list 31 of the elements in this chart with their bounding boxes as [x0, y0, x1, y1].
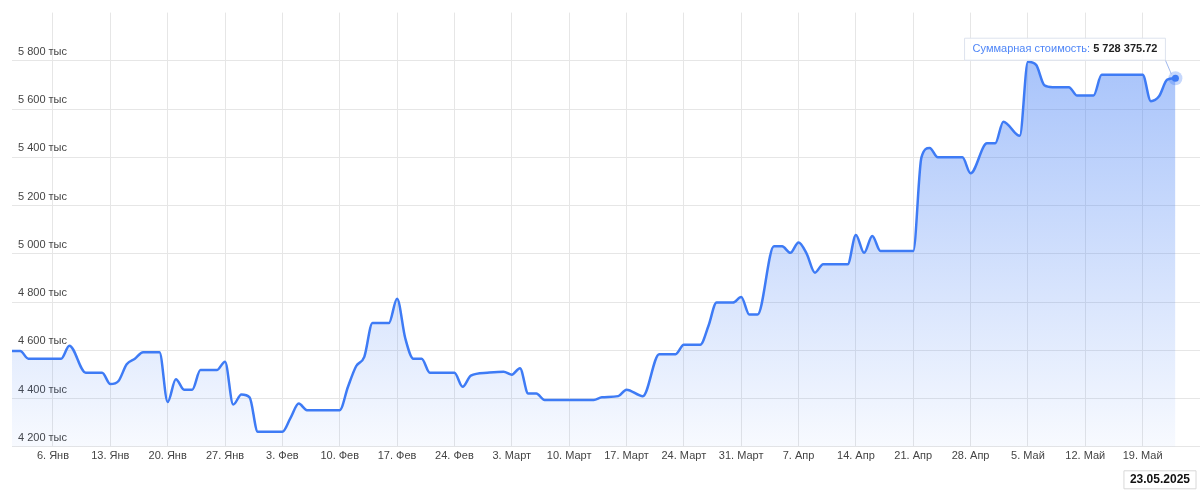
x-tick-label: 24. Фев	[435, 449, 474, 462]
x-tick-label: 31. Март	[718, 449, 764, 462]
x-tick-label: 5. Май	[1011, 449, 1045, 462]
x-tick-label: 21. Апр	[894, 449, 933, 462]
text: 23.05.2025	[1129, 472, 1191, 487]
x-tick-label: 24. Март	[661, 449, 707, 462]
x-tick-label: 10. Март	[546, 449, 592, 462]
y-tick-label: 5 800 тыс	[18, 44, 68, 57]
y-tick-label: 4 600 тыс	[18, 334, 68, 347]
x-tick-label: 7. Апр	[782, 449, 815, 462]
x-tick-label: 27. Янв	[205, 449, 245, 462]
x-tick-label: 17. Март	[604, 449, 649, 462]
y-tick-label: 4 800 тыс	[18, 286, 68, 299]
x-tick-label: 3. Фев	[266, 449, 299, 462]
x-tick-label: 6. Янв	[36, 449, 70, 462]
x-tick-label: 14. Апр	[837, 449, 875, 462]
x-tick-label: 17. Фев	[377, 449, 417, 462]
y-tick-label: 4 200 тыс	[18, 430, 68, 443]
y-tick-label: 4 400 тыс	[18, 382, 68, 395]
annotation: Суммарная стоимость: 5 728 375.72	[972, 42, 1158, 55]
x-tick-label: 10. Фев	[320, 449, 360, 462]
x-tick-label: 13. Янв	[91, 449, 130, 462]
x-tick-label: 12. Май	[1065, 449, 1106, 462]
y-tick-label: 5 200 тыс	[18, 189, 68, 202]
x-tick-label: 19. Май	[1122, 449, 1163, 462]
x-tick-label: 20. Янв	[148, 449, 187, 462]
y-tick-label: 5 400 тыс	[18, 141, 68, 154]
y-tick-label: 5 000 тыс	[18, 237, 68, 250]
x-tick-label: 3. Март	[492, 449, 532, 462]
y-tick-label: 5 600 тыс	[18, 93, 68, 106]
x-tick-label: 28. Апр	[951, 449, 990, 462]
